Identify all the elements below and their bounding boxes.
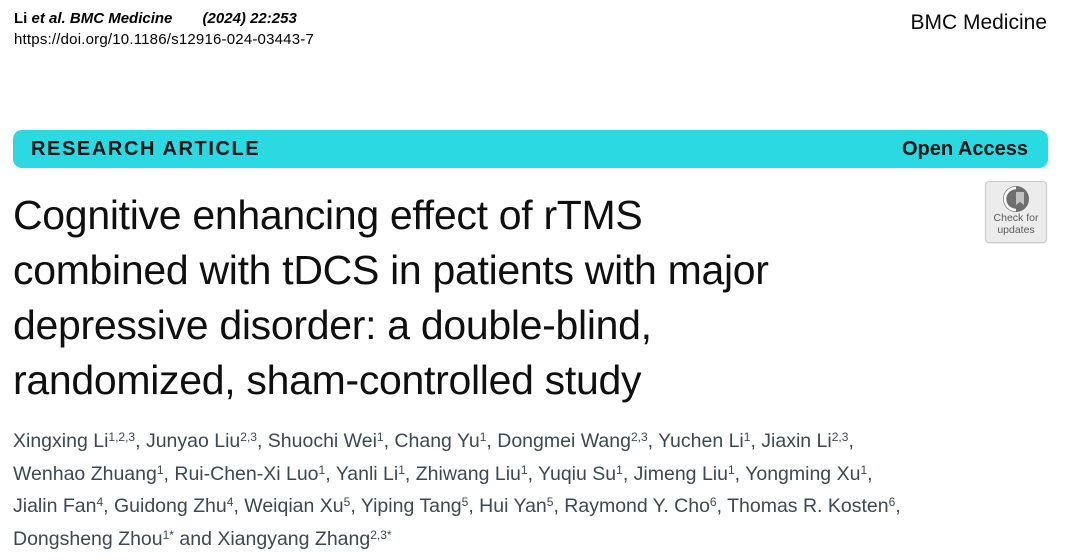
author-line-2: Wenhao Zhuang1, Rui-Chen-Xi Luo1, Yanli … [13,462,873,485]
author-line-3: Jialin Fan4, Guidong Zhu4, Weiqian Xu5, … [13,495,901,517]
title-line-4: randomized, sham-controlled study [13,357,642,403]
open-access-label: Open Access [902,137,1028,160]
research-article-banner: RESEARCH ARTICLE Open Access [13,130,1048,168]
author-line-1: Xingxing Li1,2,3, Junyao Liu2,3, Shuochi… [13,430,854,452]
citation-author: Li [14,10,28,27]
author-line-4: Dongsheng Zhou1* and Xiangyang Zhang2,3* [13,527,392,550]
citation-journal: et al. BMC Medicine [31,10,173,27]
badge-text-line-1: Check for [993,212,1039,224]
crossmark-icon [986,185,1046,213]
article-title: Cognitive enhancing effect of rTMS combi… [13,188,963,408]
title-line-2: combined with tDCS in patients with majo… [13,247,769,293]
citation-issue: (2024) 22:253 [202,10,297,27]
doi-link[interactable]: https://doi.org/10.1186/s12916-024-03443… [14,31,315,48]
title-line-1: Cognitive enhancing effect of rTMS [13,192,643,238]
badge-text-line-2: updates [997,223,1035,236]
citation-line: Li et al. BMC Medicine (2024) 22:253 [14,10,314,27]
author-list: Xingxing Li1,2,3, Junyao Liu2,3, Shuochi… [13,425,1048,555]
journal-name: BMC Medicine [910,11,1047,34]
banner-kicker: RESEARCH ARTICLE [31,137,261,160]
title-line-3: depressive disorder: a double-blind, [13,302,652,348]
check-for-updates-badge[interactable]: Check for updates [985,181,1047,243]
citation-block: Li et al. BMC Medicine (2024) 22:253 htt… [14,10,314,48]
